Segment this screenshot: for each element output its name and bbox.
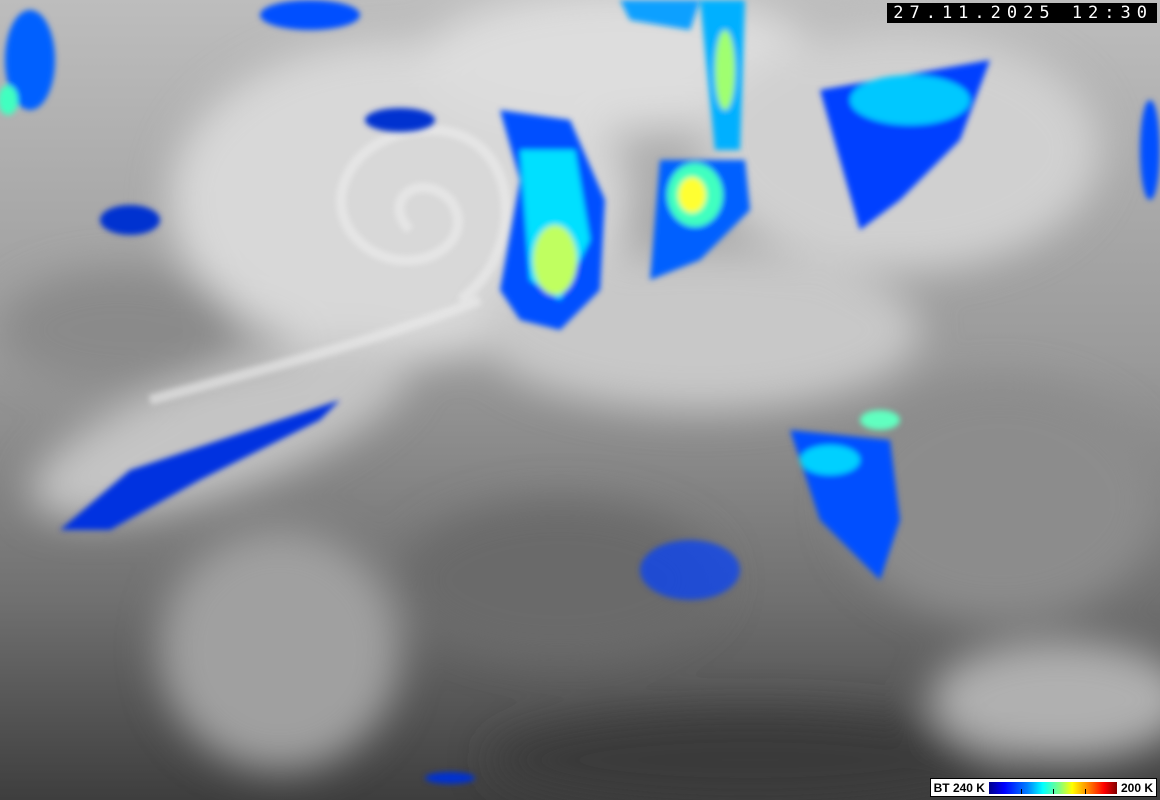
timestamp: 27.11.2025 12:30 — [887, 3, 1157, 23]
scale-tick — [1084, 788, 1086, 794]
legend-max-label: 200 K — [1120, 780, 1153, 795]
color-scale-legend: BT 240 K 200 K — [929, 778, 1157, 797]
legend-min-label: BT 240 K — [933, 780, 985, 795]
scale-tick — [1020, 788, 1022, 794]
color-scale-bar — [988, 781, 1117, 794]
cyclone-spiral — [148, 124, 511, 405]
scale-tick — [1052, 788, 1054, 794]
